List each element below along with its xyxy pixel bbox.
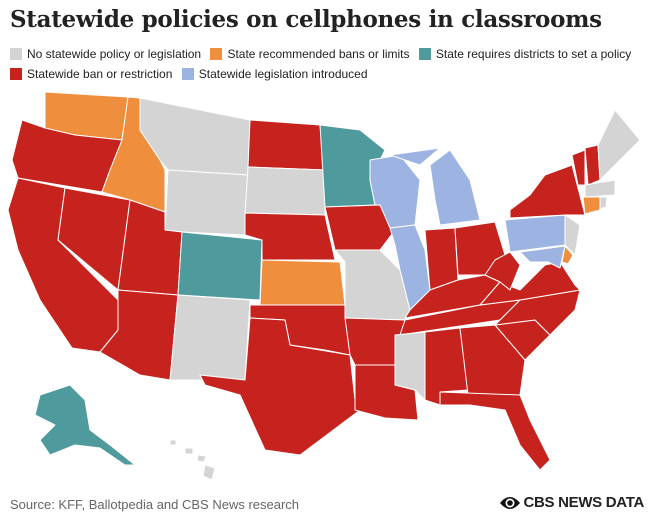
state bbox=[196, 454, 207, 463]
state bbox=[599, 196, 608, 210]
legend-item: Statewide ban or restriction bbox=[10, 67, 172, 81]
state bbox=[199, 317, 361, 456]
state bbox=[459, 324, 526, 396]
state bbox=[584, 144, 601, 186]
state bbox=[184, 447, 194, 455]
legend-label: No statewide policy or legislation bbox=[27, 47, 202, 61]
brand-text: CBS NEWS DATA bbox=[523, 494, 644, 511]
state bbox=[244, 166, 326, 216]
legend-item: Statewide legislation introduced bbox=[181, 67, 368, 81]
state bbox=[169, 294, 251, 381]
state bbox=[34, 384, 136, 466]
state bbox=[324, 204, 396, 251]
state bbox=[597, 109, 641, 181]
state bbox=[519, 245, 566, 269]
legend-label: Statewide ban or restriction bbox=[27, 67, 173, 81]
title: Statewide policies on cellphones in clas… bbox=[10, 6, 602, 33]
legend-swatch bbox=[210, 48, 223, 60]
state bbox=[177, 231, 263, 301]
state bbox=[504, 214, 566, 253]
state bbox=[561, 245, 574, 265]
legend: No statewide policy or legislation State… bbox=[10, 44, 650, 84]
state bbox=[584, 179, 616, 198]
legend-item: State requires districts to set a policy bbox=[418, 47, 632, 61]
legend-label: State requires districts to set a policy bbox=[435, 47, 632, 61]
legend-item: No statewide policy or legislation bbox=[10, 47, 201, 61]
legend-swatch bbox=[418, 48, 431, 60]
logo bbox=[500, 496, 521, 509]
legend-swatch bbox=[10, 68, 22, 80]
state bbox=[424, 227, 459, 291]
legend-item: State recommended bans or limits bbox=[210, 47, 410, 61]
state bbox=[389, 147, 441, 166]
state bbox=[164, 169, 249, 236]
state bbox=[509, 164, 586, 219]
state bbox=[259, 259, 346, 306]
legend-label: State recommended bans or limits bbox=[227, 47, 410, 61]
state bbox=[429, 149, 481, 226]
source: Source: KFF, Ballotpedia and CBS News re… bbox=[10, 497, 300, 512]
state bbox=[439, 391, 551, 471]
legend-swatch bbox=[10, 48, 22, 60]
state bbox=[169, 439, 177, 446]
brand: CBS NEWS DATA bbox=[499, 494, 644, 511]
state bbox=[479, 261, 581, 306]
state bbox=[564, 214, 581, 256]
legend-label: Statewide legislation introduced bbox=[198, 67, 368, 81]
state bbox=[582, 196, 601, 215]
state bbox=[247, 119, 326, 171]
state bbox=[202, 464, 216, 481]
legend-swatch bbox=[181, 68, 194, 80]
